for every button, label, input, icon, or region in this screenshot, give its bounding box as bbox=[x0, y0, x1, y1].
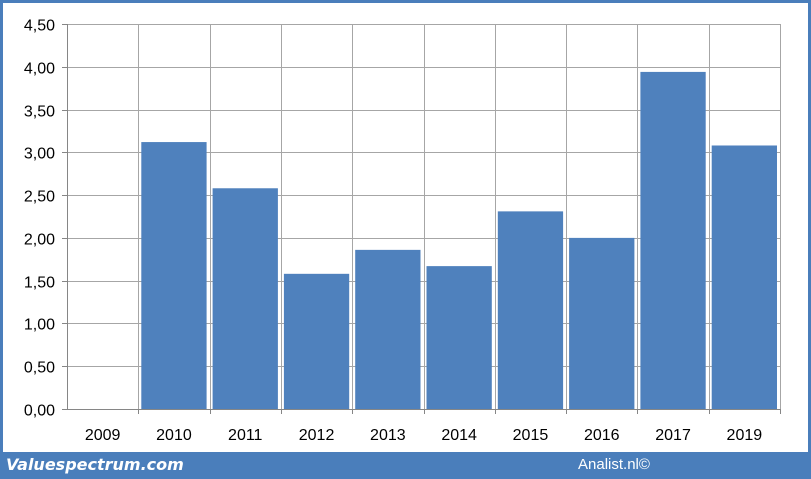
bars bbox=[141, 71, 777, 410]
bar-2010 bbox=[141, 142, 207, 410]
x-tick-label: 2010 bbox=[156, 427, 192, 444]
y-tick-label: 1,00 bbox=[24, 317, 55, 334]
x-tick-label: 2014 bbox=[441, 427, 477, 444]
bar-2011 bbox=[212, 188, 278, 409]
y-tick-label: 2,00 bbox=[24, 232, 55, 249]
bar-2016 bbox=[569, 237, 635, 409]
bar-2014 bbox=[426, 266, 492, 409]
y-tick-label: 3,50 bbox=[24, 104, 55, 121]
bar-2017 bbox=[640, 71, 706, 410]
y-tick-label: 2,50 bbox=[24, 189, 55, 206]
axes bbox=[62, 24, 781, 414]
bar-chart: 0,00 0,50 1,00 1,50 2,00 2,50 3,00 3,50 4,00 4,50… bbox=[24, 18, 781, 444]
y-tick-label: 0,00 bbox=[24, 403, 55, 420]
y-tick-label: 4,00 bbox=[24, 61, 55, 78]
x-tick-label: 2016 bbox=[584, 427, 620, 444]
plot-panel: 0,00 0,50 1,00 1,50 2,00 2,50 3,00 3,50 4,00 4,50… bbox=[3, 3, 808, 452]
y-tick-labels: 0,00 0,50 1,00 1,50 2,00 2,50 3,00 3,50 4,00 4,50 bbox=[24, 18, 55, 420]
y-tick-label: 4,50 bbox=[24, 18, 55, 35]
y-tick-label: 3,00 bbox=[24, 146, 55, 163]
x-tick-labels: 2009 2010 2011 2012 2013 2014 2015 2016 2017 2019 bbox=[85, 427, 762, 444]
x-tick-label: 2017 bbox=[655, 427, 691, 444]
bar-2015 bbox=[497, 211, 564, 409]
bar-2013 bbox=[355, 249, 421, 409]
y-tick-label: 0,50 bbox=[24, 360, 55, 377]
x-tick-label: 2009 bbox=[85, 427, 121, 444]
y-tick-label: 1,50 bbox=[24, 275, 55, 292]
x-tick-label: 2012 bbox=[299, 427, 335, 444]
bar-2019 bbox=[711, 145, 777, 409]
x-tick-label: 2015 bbox=[513, 427, 549, 444]
footer-source-label: Valuespectrum.com bbox=[6, 455, 184, 474]
x-tick-label: 2019 bbox=[727, 427, 763, 444]
x-tick-label: 2013 bbox=[370, 427, 406, 444]
bar-2012 bbox=[283, 273, 350, 409]
footer-copyright-label: Analist.nl© bbox=[578, 456, 650, 473]
x-tick-label: 2011 bbox=[228, 427, 263, 444]
